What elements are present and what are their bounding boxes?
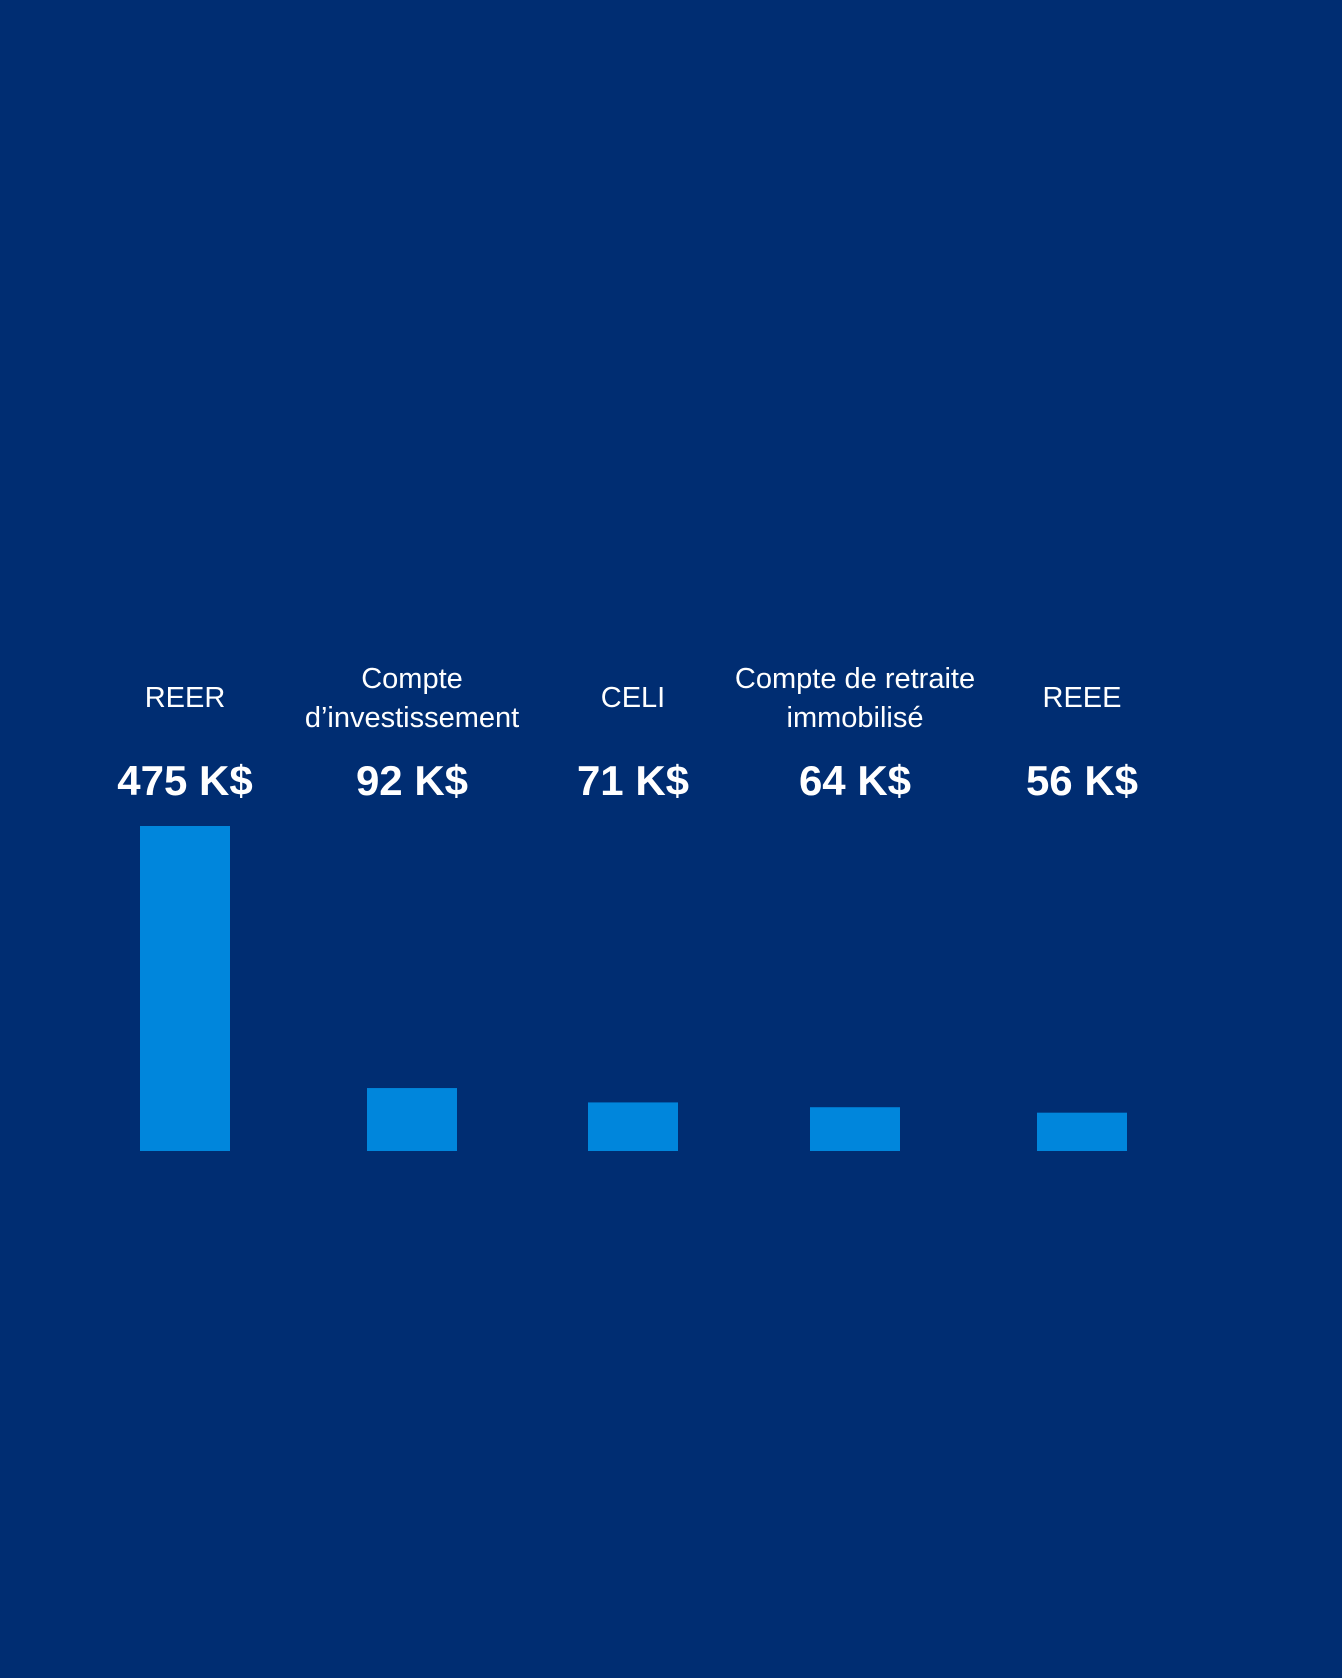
category-label-line: Compte (361, 663, 463, 695)
category-label-3: Compte de retraite immobilisé (735, 663, 975, 734)
category-label-4: REEE (1043, 682, 1122, 714)
category-label-line: CELI (601, 682, 665, 714)
bar-1 (367, 1088, 457, 1151)
bar-2 (588, 1102, 678, 1151)
category-label-line: REEE (1043, 682, 1122, 714)
bar-0 (140, 826, 230, 1151)
value-label-0: 475 K$ (117, 757, 252, 804)
category-label-0: REER (145, 682, 226, 714)
category-label-1: Compte d’investissement (305, 663, 519, 734)
bar-4 (1037, 1112, 1127, 1151)
category-label-2: CELI (601, 682, 665, 714)
bar-3 (810, 1107, 900, 1151)
value-label-4: 56 K$ (1026, 757, 1138, 804)
category-label-line: Compte de retraite (735, 663, 975, 695)
value-label-1: 92 K$ (356, 757, 468, 804)
category-labels: REER Compte d’investissement CELI Compte de … (145, 663, 1122, 734)
value-labels: 475 K$ 92 K$ 71 K$ 64 K$ 56 K$ (117, 757, 1138, 804)
bars (140, 826, 1127, 1151)
category-label-line: d’investissement (305, 702, 519, 734)
value-label-2: 71 K$ (577, 757, 689, 804)
category-label-line: REER (145, 682, 226, 714)
value-label-3: 64 K$ (799, 757, 911, 804)
category-label-line: immobilisé (787, 702, 924, 734)
